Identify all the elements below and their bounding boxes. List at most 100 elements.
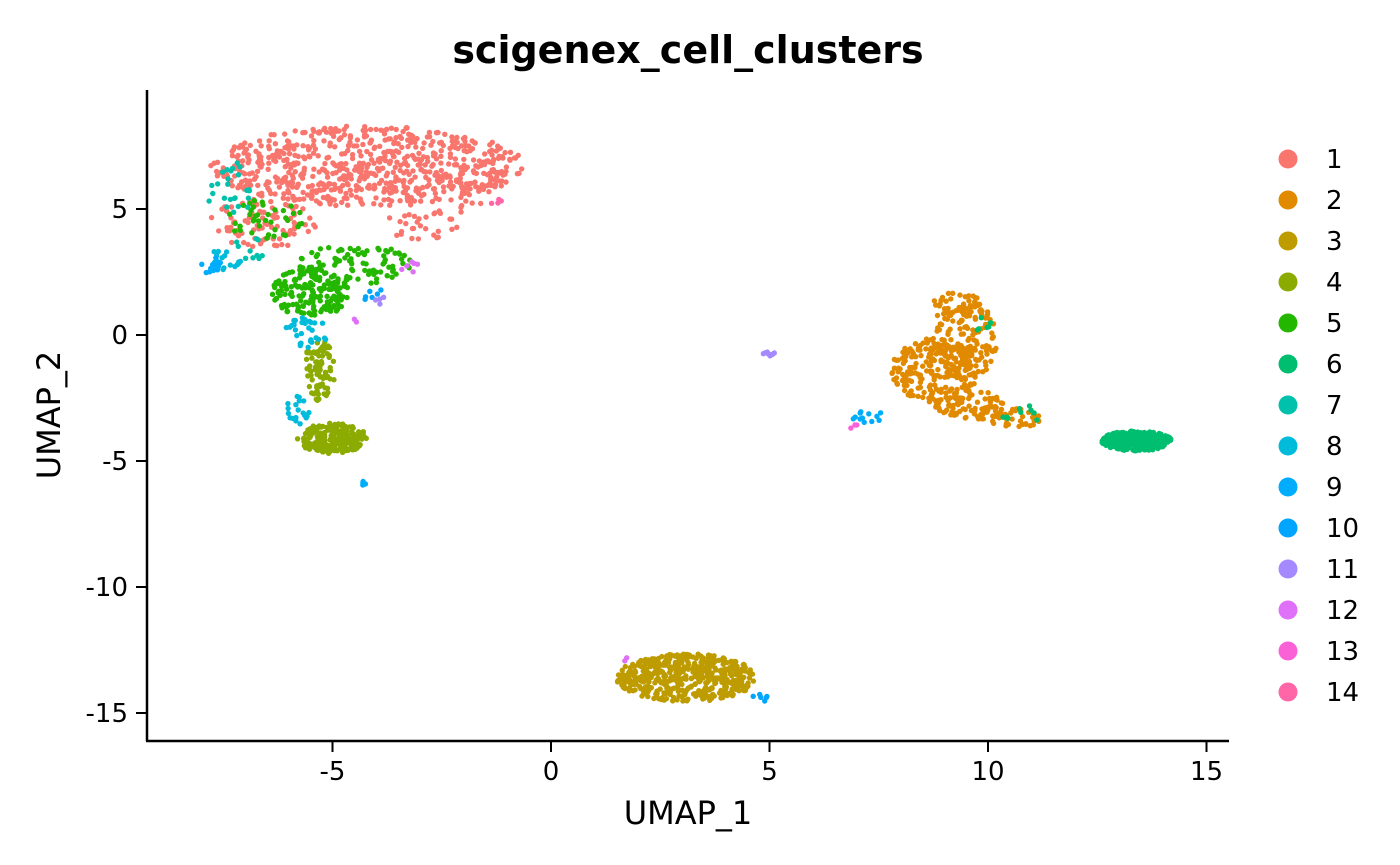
point-cluster-1 <box>378 202 384 208</box>
point-cluster-1 <box>276 184 283 190</box>
point-cluster-1 <box>507 156 513 162</box>
point-cluster-1 <box>313 198 320 204</box>
point-cluster-1 <box>308 133 315 139</box>
point-cluster-6 <box>1144 432 1150 439</box>
point-cluster-5 <box>298 255 305 262</box>
point-cluster-2 <box>995 411 1001 417</box>
point-cluster-4 <box>348 442 354 449</box>
point-cluster-10 <box>367 288 373 294</box>
x-tick-label: -5 <box>320 757 346 787</box>
point-cluster-2 <box>967 302 973 309</box>
point-cluster-2 <box>920 394 926 401</box>
point-cluster-5 <box>301 310 307 316</box>
point-cluster-1 <box>365 161 372 168</box>
point-cluster-6 <box>1112 430 1118 436</box>
point-cluster-1 <box>418 198 424 204</box>
point-cluster-1 <box>265 166 271 172</box>
point-cluster-2 <box>926 362 933 369</box>
point-cluster-4 <box>313 428 319 434</box>
point-cluster-4 <box>301 438 307 445</box>
point-cluster-8 <box>297 421 303 427</box>
point-cluster-5 <box>389 274 395 280</box>
point-cluster-1 <box>268 198 274 205</box>
point-cluster-4 <box>317 382 323 388</box>
point-cluster-4 <box>355 441 362 448</box>
point-cluster-5 <box>279 283 285 290</box>
point-cluster-1 <box>281 191 287 197</box>
point-cluster-1 <box>354 143 360 149</box>
point-cluster-1 <box>499 154 505 160</box>
legend-label-cluster-8: 8 <box>1326 432 1343 462</box>
point-cluster-5 <box>282 291 288 297</box>
point-cluster-1 <box>360 173 366 179</box>
point-cluster-5 <box>269 291 276 297</box>
point-cluster-5 <box>329 295 335 302</box>
x-tick-label: 0 <box>543 757 560 787</box>
point-cluster-2 <box>959 399 965 405</box>
point-cluster-4 <box>316 396 322 402</box>
point-cluster-6 <box>1125 433 1132 439</box>
point-cluster-1 <box>388 198 395 204</box>
point-cluster-1 <box>411 213 418 219</box>
point-cluster-1 <box>461 156 467 163</box>
point-cluster-3 <box>698 693 705 699</box>
point-cluster-1 <box>302 156 308 162</box>
point-cluster-1 <box>429 163 435 169</box>
point-cluster-8 <box>221 253 228 259</box>
point-cluster-2 <box>948 337 954 343</box>
point-cluster-3 <box>670 698 676 704</box>
point-cluster-1 <box>289 180 295 186</box>
point-cluster-8 <box>289 322 295 329</box>
point-cluster-1 <box>348 192 355 198</box>
point-cluster-1 <box>403 125 409 131</box>
point-cluster-3 <box>677 666 684 672</box>
point-cluster-1 <box>431 211 437 217</box>
point-cluster-1 <box>354 137 361 143</box>
point-cluster-1 <box>360 141 366 148</box>
point-cluster-5 <box>393 271 399 277</box>
point-cluster-1 <box>247 182 254 188</box>
point-cluster-3 <box>706 693 712 700</box>
point-cluster-1 <box>382 153 388 159</box>
point-cluster-4 <box>320 449 326 455</box>
point-cluster-4 <box>339 446 345 453</box>
point-cluster-1 <box>240 170 246 176</box>
point-cluster-3 <box>615 672 622 678</box>
point-cluster-11 <box>771 350 777 356</box>
point-cluster-1 <box>462 138 468 145</box>
point-cluster-2 <box>920 363 926 369</box>
point-cluster-1 <box>438 139 444 145</box>
point-cluster-1 <box>276 149 282 155</box>
point-cluster-1 <box>489 167 495 173</box>
point-cluster-2 <box>1023 421 1029 427</box>
point-cluster-9 <box>213 261 219 267</box>
point-cluster-1 <box>322 160 328 167</box>
point-cluster-4 <box>322 385 328 391</box>
point-cluster-2 <box>967 381 974 387</box>
point-cluster-1 <box>443 171 449 177</box>
point-cluster-1 <box>435 234 441 240</box>
point-cluster-1 <box>411 198 418 204</box>
points-layer <box>199 123 1174 704</box>
point-cluster-5 <box>315 266 321 272</box>
point-cluster-4 <box>301 443 308 449</box>
point-cluster-1 <box>272 141 279 147</box>
point-cluster-1 <box>438 148 444 154</box>
point-cluster-1 <box>282 164 288 170</box>
point-cluster-2 <box>905 392 911 398</box>
chart-title: scigenex_cell_clusters <box>452 28 923 72</box>
point-cluster-3 <box>722 666 728 672</box>
legend-key-cluster-2 <box>1278 190 1298 210</box>
point-cluster-1 <box>388 125 395 131</box>
point-cluster-1 <box>286 139 292 145</box>
point-cluster-2 <box>934 312 941 319</box>
point-cluster-1 <box>289 172 295 178</box>
point-cluster-1 <box>258 143 264 149</box>
point-cluster-5 <box>240 202 247 208</box>
legend-label-cluster-7: 7 <box>1326 391 1343 421</box>
point-cluster-3 <box>690 669 696 675</box>
point-cluster-1 <box>307 193 314 199</box>
point-cluster-1 <box>432 190 439 197</box>
x-tick-label: 15 <box>1190 757 1223 787</box>
